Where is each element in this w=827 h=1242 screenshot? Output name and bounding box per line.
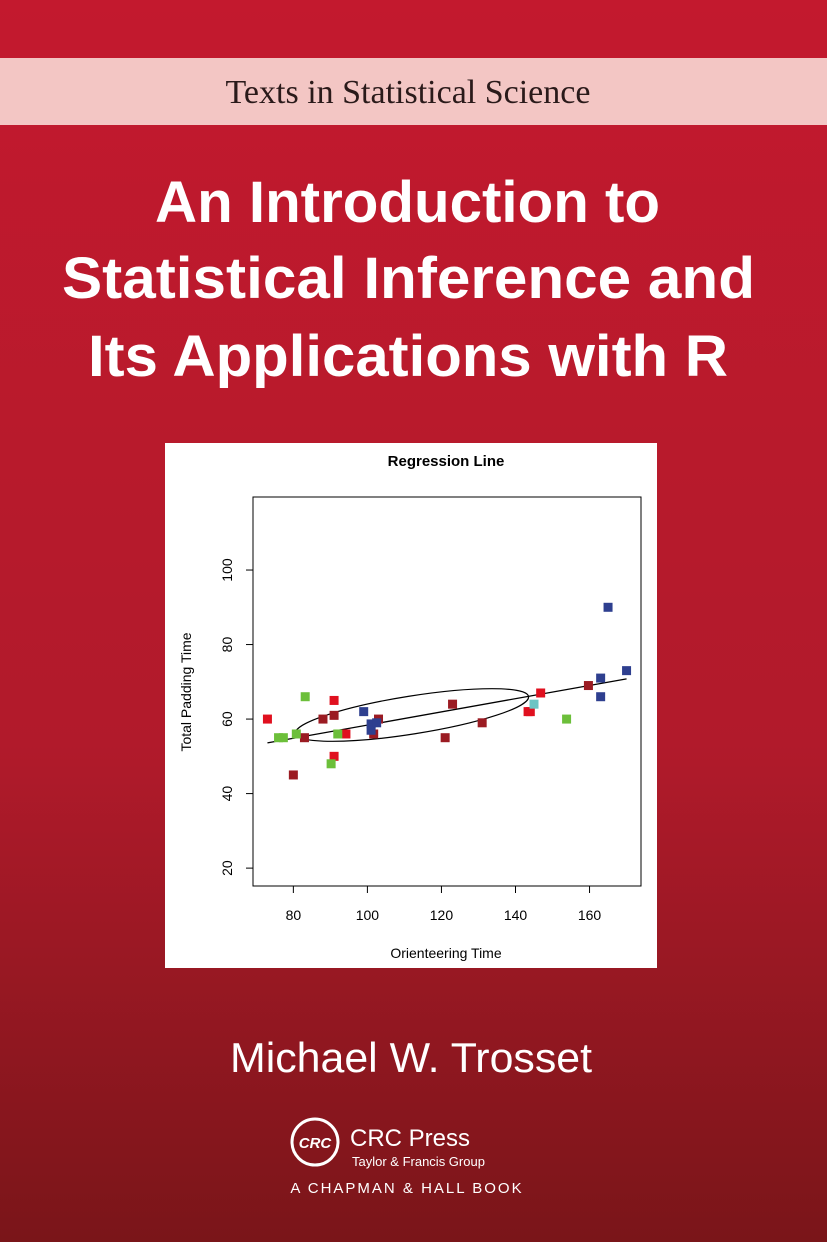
point	[596, 692, 606, 702]
point	[326, 759, 336, 769]
title-line: An Introduction to	[155, 170, 660, 235]
point	[562, 714, 572, 724]
x-tick-label: 160	[578, 907, 602, 923]
chart-background	[165, 443, 657, 968]
point	[448, 699, 458, 709]
point	[372, 718, 382, 728]
point	[583, 681, 593, 691]
point	[299, 733, 309, 743]
publisher: CRC CRC Press Taylor & Francis Group A C…	[290, 1117, 523, 1197]
y-axis-label: Total Padding Time	[178, 632, 194, 751]
point	[440, 733, 450, 743]
regression-line	[267, 678, 627, 744]
point	[288, 770, 298, 780]
point	[300, 692, 310, 702]
point	[529, 699, 539, 709]
point	[359, 707, 369, 717]
x-tick-label: 100	[356, 907, 380, 923]
title-line: Its Applications with R	[88, 324, 728, 389]
title-line: Statistical Inference and	[62, 246, 755, 311]
point	[525, 707, 535, 717]
point	[341, 729, 351, 739]
point	[603, 602, 613, 612]
x-tick-label: 80	[286, 907, 302, 923]
point	[262, 714, 272, 724]
y-tick-label: 40	[219, 786, 235, 802]
series-band	[0, 58, 827, 125]
chart-title: Regression Line	[388, 453, 505, 470]
point	[291, 729, 301, 739]
point	[274, 733, 284, 743]
logo-circle	[290, 1117, 340, 1167]
point	[329, 695, 339, 705]
publisher-name: CRC Press	[350, 1125, 470, 1152]
series-title: Texts in Statistical Science	[226, 74, 591, 111]
point	[329, 751, 339, 761]
point	[622, 666, 632, 676]
point	[278, 733, 288, 743]
point	[366, 725, 376, 735]
point	[596, 673, 606, 683]
y-tick-label: 80	[219, 637, 235, 653]
x-tick-label: 140	[504, 907, 528, 923]
plot-frame	[252, 496, 642, 887]
point	[318, 714, 328, 724]
y-tick-label: 20	[219, 860, 235, 876]
publisher-group: Taylor & Francis Group	[352, 1154, 485, 1169]
publisher-imprint: A CHAPMAN & HALL BOOK	[290, 1180, 523, 1197]
author: Michael W. Trosset	[230, 1034, 592, 1081]
point	[477, 718, 487, 728]
x-axis-label: Orienteering Time	[390, 945, 501, 961]
point	[329, 710, 339, 720]
chart: Regression Line Orienteering Time Total …	[165, 443, 657, 968]
logo-text: CRC	[299, 1135, 333, 1152]
y-tick-label: 100	[219, 558, 235, 582]
point	[366, 719, 376, 729]
y-tick-label: 60	[219, 711, 235, 727]
point	[536, 688, 546, 698]
x-tick-label: 120	[430, 907, 454, 923]
point	[333, 729, 343, 739]
